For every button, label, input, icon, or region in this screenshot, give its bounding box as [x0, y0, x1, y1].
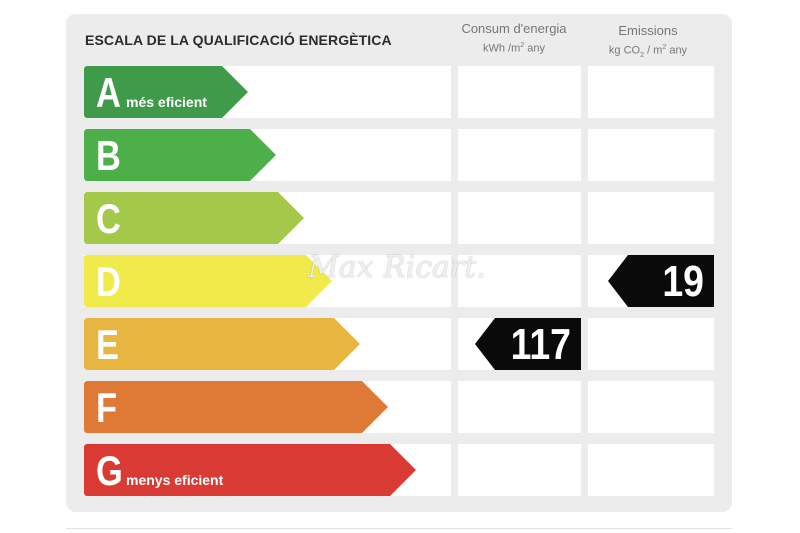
- grade-letter: B: [96, 132, 121, 179]
- grade-letter: A: [96, 69, 121, 116]
- emissions-rating-indicator-value: 19: [662, 257, 704, 306]
- energy-cell-f: [458, 381, 581, 433]
- watermark-text: Max Ricart.: [308, 250, 486, 285]
- grade-arrow-b: B: [84, 129, 276, 181]
- emissions-column-unit: kg CO2 / m2 any: [608, 44, 688, 59]
- energy-cell-c: [458, 192, 581, 244]
- emissions-cell-f: [588, 381, 714, 433]
- grade-letter: D: [96, 258, 121, 305]
- energy-rating-indicator: 117: [475, 318, 581, 370]
- grade-letter: G: [96, 447, 123, 494]
- emissions-column-header: Emissions kg CO2 / m2 any: [588, 22, 708, 64]
- energy-column-unit: kWh /m2 any: [483, 42, 545, 55]
- grade-letter: F: [96, 384, 118, 431]
- energy-cell-b: [458, 129, 581, 181]
- emissions-cell-b: [588, 129, 714, 181]
- grade-arrow-e: E: [84, 318, 360, 370]
- grade-arrow-f: F: [84, 381, 388, 433]
- grade-arrow-c: C: [84, 192, 304, 244]
- emissions-cell-g: [588, 444, 714, 496]
- grade-letter: E: [96, 321, 119, 368]
- emissions-cell-e: [588, 318, 714, 370]
- divider: [66, 528, 732, 529]
- emissions-column-title: Emissions: [618, 23, 678, 38]
- energy-cell-a: [458, 66, 581, 118]
- scale-title: ESCALA DE LA QUALIFICACIÓ ENERGÈTICA: [85, 32, 392, 48]
- energy-cell-d: [458, 255, 581, 307]
- energy-column-title: Consum d'energia: [461, 21, 567, 36]
- grade-arrow-d: D: [84, 255, 332, 307]
- emissions-cell-a: [588, 66, 714, 118]
- grade-label: més eficient: [126, 94, 207, 110]
- emissions-rating-indicator: 19: [608, 255, 714, 307]
- emissions-cell-c: [588, 192, 714, 244]
- grade-letter: C: [96, 195, 121, 242]
- grade-label: menys eficient: [126, 472, 224, 488]
- energy-column-header: Consum d'energia kWh /m2 any: [458, 20, 570, 58]
- energy-cell-g: [458, 444, 581, 496]
- energy-rating-indicator-value: 117: [510, 320, 571, 369]
